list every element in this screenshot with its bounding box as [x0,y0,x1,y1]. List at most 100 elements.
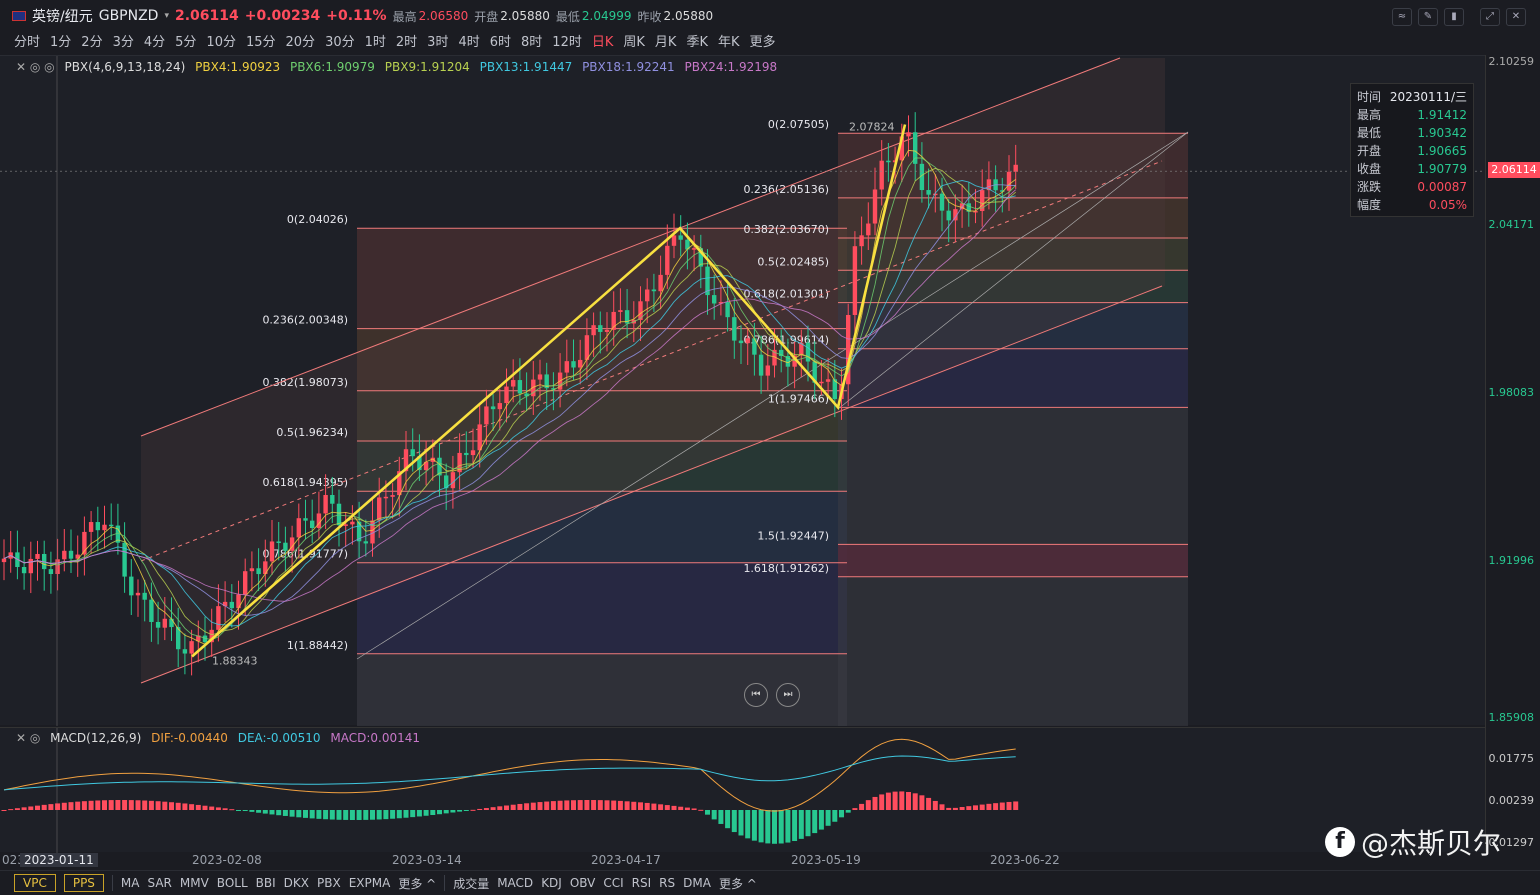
candle-body [812,361,817,383]
indicator-icon[interactable]: ≈ [1392,8,1412,26]
main-indicator-item[interactable]: BOLL [216,876,248,890]
macd-bar [289,810,295,817]
candle-body [477,424,482,451]
prev-icon[interactable]: ⏮ [744,683,768,707]
sub-indicator-item[interactable]: OBV [569,876,596,890]
sub-indicator-item[interactable]: 更多 ^ [718,876,757,891]
symbol-dropdown-icon[interactable]: ▾ [164,11,169,21]
symbol-code[interactable]: GBPNZD [98,8,159,24]
sub-indicator-item[interactable]: RS [659,876,676,890]
sub-indicator-item[interactable]: CCI [603,876,624,890]
period-tab[interactable]: 季K [686,35,708,50]
candle-icon[interactable]: ▮ [1444,8,1464,26]
vpc-button[interactable]: VPC [14,874,56,892]
macd-bar [906,792,911,810]
main-indicator-item[interactable]: MA [120,876,140,890]
price-axis[interactable]: 2.10259 2.04171 1.98083 1.91996 1.85908 … [1485,55,1540,852]
fib-label: 0.382(1.98073) [262,376,348,389]
period-tab[interactable]: 5分 [175,35,197,50]
period-tab[interactable]: 3时 [427,35,449,50]
candle-body [584,335,590,360]
candle-body [283,542,288,551]
period-tab[interactable]: 30分 [325,35,355,50]
fullscreen-icon[interactable]: ⤢ [1480,8,1500,26]
period-tab[interactable]: 日K [591,35,614,50]
chart-canvas[interactable]: 0(2.04026) 0.236(2.00348) 0.382(1.98073) 0.… [0,56,1485,726]
sub-indicator-item[interactable]: 成交量 [453,876,490,891]
period-tab[interactable]: 周K [623,35,645,50]
main-indicator-item[interactable]: SAR [147,876,172,890]
period-tab[interactable]: 2分 [81,35,103,50]
next-icon[interactable]: ⏭ [776,683,800,707]
period-tab[interactable]: 3分 [112,35,134,50]
candle-body [1013,164,1018,172]
period-tab[interactable]: 12时 [552,35,582,50]
main-indicator-item[interactable]: DKX [283,876,309,890]
candle-body [109,524,114,527]
candle-body [765,365,770,376]
sub-indicator-item[interactable]: KDJ [541,876,562,890]
candle-body [651,289,657,292]
draw-icon[interactable]: ✎ [1418,8,1438,26]
macd-bar [959,807,965,810]
date-axis[interactable]: 023 2023-01-11 2023-02-08 2023-03-14 202… [0,852,1485,870]
period-tab[interactable]: 1时 [364,35,386,50]
macd-panel[interactable] [0,727,1485,853]
period-tab[interactable]: 4分 [143,35,166,50]
candle-body [732,317,737,341]
period-tab[interactable]: 1分 [50,35,72,50]
candle-body [343,524,348,526]
candle-body [712,295,717,304]
main-indicator-item[interactable]: PBX [317,876,341,890]
candle-body [269,541,275,562]
period-tab[interactable]: 10分 [206,35,236,50]
macd-bar [711,810,717,820]
pps-button[interactable]: PPS [63,874,104,892]
price-chart[interactable]: 0(2.04026) 0.236(2.00348) 0.382(1.98073) 0.… [0,55,1485,726]
legend-toggle-icon[interactable]: ✕ ◎ ◎ [16,60,55,74]
period-tab[interactable]: 8时 [521,35,543,50]
period-tab[interactable]: 更多 [749,35,776,50]
candle-body [390,495,395,497]
candle-body [363,541,368,544]
main-indicator-item[interactable]: BBI [255,876,276,890]
macd-bar [946,807,952,810]
candle-body [1,558,7,563]
candle-body [752,338,757,355]
candle-body [799,342,804,356]
macd-toggle-icon[interactable]: ✕ ◎ [16,731,41,745]
close-icon[interactable]: ✕ [1506,8,1526,26]
period-tab[interactable]: 20分 [285,35,316,50]
candle-body [243,571,248,595]
sub-indicator-item[interactable]: RSI [631,876,652,890]
prev-close-label: 昨收 [637,9,662,24]
main-indicator-item[interactable]: EXPMA [348,876,391,890]
macd-bar [443,810,449,814]
candle-body [377,497,382,521]
macd-bar [979,804,985,810]
candle-body [249,568,255,572]
main-indicator-item[interactable]: 更多 ^ [398,876,437,891]
macd-legend: ✕ ◎ MACD(12,26,9) DIF:-0.00440 DEA:-0.00… [16,731,426,745]
main-indicator-item[interactable]: MMV [179,876,209,890]
macd-bar [122,800,128,810]
period-tab[interactable]: 15分 [245,35,276,50]
macd-bar [8,809,14,811]
sub-indicator-item[interactable]: MACD [497,876,534,890]
macd-bar [162,801,168,810]
period-tab[interactable]: 分时 [14,35,41,50]
sub-indicator-item[interactable]: DMA [683,876,711,890]
candle-body [758,354,764,376]
period-tab[interactable]: 年K [717,35,740,50]
period-tab[interactable]: 4时 [458,35,480,50]
macd-canvas[interactable] [0,728,1485,853]
candle-body [832,379,837,400]
macd-bar [195,804,201,810]
period-tab[interactable]: 月K [654,35,677,50]
macd-bar [323,810,329,820]
date-label: 2023-02-08 [192,853,262,867]
symbol-name[interactable]: 英镑/纽元 [32,9,93,25]
period-tab[interactable]: 6时 [489,35,512,50]
macd-bar [952,807,958,810]
period-tab[interactable]: 2时 [395,35,418,50]
